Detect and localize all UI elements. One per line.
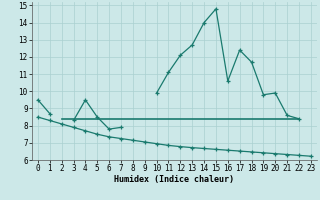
X-axis label: Humidex (Indice chaleur): Humidex (Indice chaleur) [115, 175, 234, 184]
